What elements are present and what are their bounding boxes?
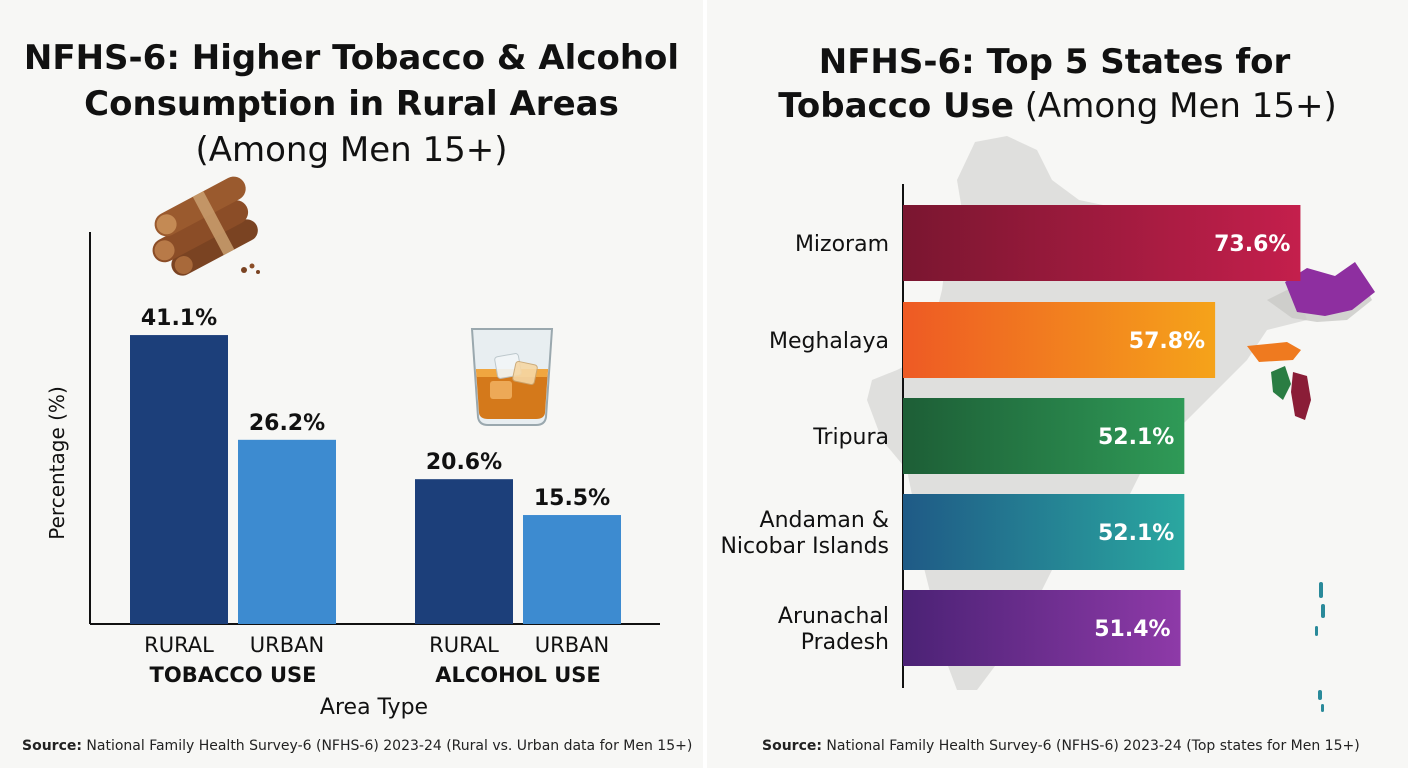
bar-alcohol-urban [523,515,621,624]
left-subtitle: (Among Men 15+) [195,130,508,170]
bar-value-label: 52.1% [1098,425,1174,450]
right-title-suffix: (Among Men 15+) [1024,86,1337,126]
right-source-note: Source: National Family Health Survey-6 … [762,738,1360,754]
right-chart-panel: NFHS-6: Top 5 States for Tobacco Use (Am… [707,0,1408,768]
bar-value-label: 20.6% [426,450,502,475]
right-title-highlight: Tobacco Use [778,86,1014,126]
state-label: Nicobar Islands [720,534,889,559]
bar-value-label: 26.2% [249,411,325,436]
bar-value-label: 15.5% [534,486,610,511]
bar-mizoram [903,205,1301,281]
left-chart-panel: NFHS-6: Higher Tobacco & Alcohol Consump… [0,0,703,768]
arunachal-pradesh-highlight [1285,262,1375,316]
state-label: Pradesh [801,630,889,655]
y-axis-label: Percentage (%) [45,386,69,539]
bar-tripura [903,398,1185,474]
right-source-text: National Family Health Survey-6 (NFHS-6)… [826,738,1360,754]
state-label: Andaman & [760,508,889,533]
state-label: Meghalaya [769,329,889,354]
bar-value-label: 52.1% [1098,521,1174,546]
bar-andaman-nicobar-islands [903,494,1185,570]
bar-value-label: 73.6% [1214,232,1290,257]
right-title-line-2: Tobacco Use (Among Men 15+) [707,84,1408,128]
mizoram-highlight [1291,372,1311,420]
category-tick-label: URBAN [535,633,609,657]
bar-arunachal-pradesh [903,590,1181,666]
state-label: Mizoram [795,232,889,257]
bar-value-label: 41.1% [141,306,217,331]
meghalaya-highlight [1247,342,1301,362]
right-title-line-1: NFHS-6: Top 5 States for [818,42,1291,82]
right-bar-chart: 73.6% Mizoram 57.8% Meghalaya 52.1% Tripura 52… [720,136,1375,712]
x-axis-label: Area Type [320,695,428,720]
whiskey-glass-icon [470,328,554,426]
category-tick-label: RURAL [144,633,214,657]
panel-divider [703,0,707,768]
category-tick-label: RURAL [429,633,499,657]
group-label: TOBACCO USE [150,663,317,687]
state-label: Tripura [812,425,889,450]
state-label: Arunachal [778,604,889,629]
right-source-label: Source: [762,738,822,754]
left-source-note: Source: National Family Health Survey-6 … [22,738,692,754]
bar-value-label: 51.4% [1094,617,1170,642]
tripura-highlight [1271,366,1291,400]
left-title-line-1: NFHS-6: Higher Tobacco & Alcohol [23,38,680,78]
left-source-label: Source: [22,738,82,754]
left-source-text: National Family Health Survey-6 (NFHS-6)… [86,738,693,754]
bar-meghalaya [903,302,1216,378]
category-tick-label: URBAN [250,633,324,657]
left-bar-chart: 41.1% RURAL 26.2% URBAN TOBACCO USE 20.6% RURA… [45,176,660,720]
andaman-nicobar-islands-marks [1315,582,1325,712]
left-title-line-2: Consumption in Rural Areas [84,84,619,124]
bar-alcohol-rural [415,479,513,624]
bar-tobacco-urban [238,439,336,624]
group-label: ALCOHOL USE [435,663,601,687]
bar-value-label: 57.8% [1129,329,1205,354]
bar-tobacco-rural [130,335,228,624]
cigar-icon [152,176,260,276]
